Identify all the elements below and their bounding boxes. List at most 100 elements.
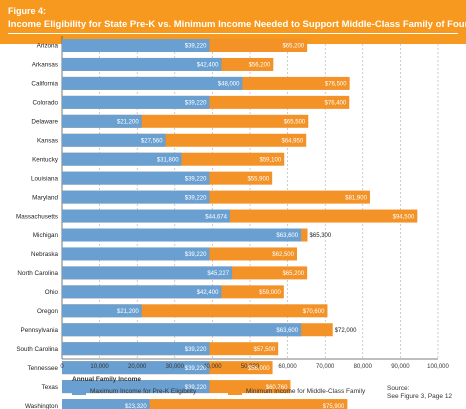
header-rule bbox=[8, 33, 458, 34]
category-label: Nebraska bbox=[31, 251, 58, 258]
bar-prek-eligibility bbox=[62, 399, 150, 409]
data-label-prek: $31,800 bbox=[157, 157, 179, 163]
data-label-prek: $39,220 bbox=[185, 366, 207, 372]
category-label: Washington bbox=[25, 403, 59, 409]
category-label: Kentucky bbox=[32, 156, 59, 163]
bar-prek-eligibility bbox=[62, 380, 210, 394]
data-label-minimum: $56,200 bbox=[249, 63, 271, 69]
data-label-prek: $39,220 bbox=[185, 385, 207, 391]
source-reference: See Figure 3, Page 12 bbox=[387, 393, 453, 400]
category-label: Texas bbox=[42, 384, 58, 391]
legend-label-minimum: Minimum Income for Middle-Class Family bbox=[246, 388, 366, 395]
bar-prek-eligibility bbox=[62, 304, 142, 318]
data-label-minimum: $65,200 bbox=[282, 44, 304, 50]
bar-prek-eligibility bbox=[62, 361, 210, 375]
x-tick-label: 60,000 bbox=[278, 364, 297, 370]
bar-prek-eligibility bbox=[62, 114, 142, 128]
category-label: South Carolina bbox=[16, 346, 58, 353]
category-label: Kansas bbox=[37, 137, 58, 144]
data-label-minimum: $94,500 bbox=[393, 214, 415, 220]
data-label-minimum: $70,600 bbox=[303, 309, 325, 315]
x-axis-label: Annual Family Income bbox=[72, 376, 141, 383]
data-label-prek: $39,220 bbox=[185, 44, 207, 50]
data-label-minimum: $56,000 bbox=[248, 366, 270, 372]
source-note: Source: See Figure 3, Page 12 bbox=[387, 385, 452, 401]
category-label: California bbox=[31, 81, 58, 88]
data-label-minimum: $60,760 bbox=[266, 385, 288, 391]
data-label-minimum: $75,900 bbox=[323, 404, 345, 409]
data-label-prek: $39,220 bbox=[185, 101, 207, 107]
bar-prek-eligibility bbox=[62, 285, 222, 299]
data-label-minimum: $64,950 bbox=[282, 138, 304, 144]
data-label-prek: $63,600 bbox=[276, 233, 298, 239]
x-tick-label: 50,000 bbox=[241, 364, 260, 370]
data-label-minimum: $55,900 bbox=[247, 176, 269, 182]
bar-prek-eligibility bbox=[62, 95, 210, 109]
data-label-minimum: $81,900 bbox=[345, 195, 367, 201]
data-label-prek: $39,220 bbox=[185, 252, 207, 258]
x-tick-label: 10,000 bbox=[90, 364, 109, 370]
bar-prek-eligibility bbox=[62, 133, 166, 147]
x-tick-label: 0 bbox=[60, 364, 64, 370]
category-label: Arizona bbox=[37, 43, 59, 50]
category-label: North Carolina bbox=[17, 270, 58, 277]
category-label: Maryland bbox=[32, 194, 58, 201]
data-label-prek: $45,227 bbox=[207, 271, 229, 277]
category-label: Michigan bbox=[33, 232, 59, 239]
source-label: Source: bbox=[387, 385, 410, 392]
bar-prek-eligibility bbox=[62, 266, 233, 280]
data-label-prek: $42,400 bbox=[197, 63, 219, 69]
data-label-prek: $39,220 bbox=[185, 195, 207, 201]
data-label-minimum: $59,000 bbox=[259, 290, 281, 296]
data-label-minimum: $72,000 bbox=[335, 328, 357, 334]
bar-prek-eligibility bbox=[62, 342, 210, 356]
x-tick-label: 90,000 bbox=[391, 364, 410, 370]
bar-prek-eligibility bbox=[62, 76, 243, 90]
bar-minimum-income bbox=[62, 399, 348, 409]
category-label: Ohio bbox=[45, 289, 59, 296]
data-label-minimum: $62,500 bbox=[272, 252, 294, 258]
data-label-minimum: $57,500 bbox=[253, 347, 275, 353]
data-label-prek: $44,674 bbox=[205, 214, 227, 220]
x-tick-label: 20,000 bbox=[128, 364, 147, 370]
data-label-prek: $21,200 bbox=[117, 309, 139, 315]
data-label-prek: $39,220 bbox=[185, 176, 207, 182]
bar-prek-eligibility bbox=[62, 190, 210, 204]
legend-swatch-prek bbox=[72, 386, 86, 395]
data-label-minimum: $76,500 bbox=[325, 82, 347, 88]
data-label-minimum: $65,200 bbox=[282, 271, 304, 277]
category-label: Delaware bbox=[31, 119, 58, 126]
bar-prek-eligibility bbox=[62, 209, 230, 223]
category-label: Tennessee bbox=[28, 365, 59, 372]
legend-swatch-minimum bbox=[228, 386, 242, 395]
bar-prek-eligibility bbox=[62, 247, 210, 261]
data-label-minimum: $59,100 bbox=[260, 157, 282, 163]
data-label-prek: $27,560 bbox=[141, 138, 163, 144]
data-label-prek: $23,320 bbox=[125, 404, 147, 409]
data-label-prek: $39,220 bbox=[185, 347, 207, 353]
bar-prek-eligibility bbox=[62, 171, 210, 185]
bar-prek-eligibility bbox=[62, 57, 222, 71]
figure-header: Figure 4: Income Eligibility for State P… bbox=[0, 0, 466, 44]
figure-title: Income Eligibility for State Pre-K vs. M… bbox=[8, 19, 466, 30]
data-label-prek: $48,000 bbox=[218, 82, 240, 88]
x-tick-label: 70,000 bbox=[316, 364, 335, 370]
bars-layer bbox=[62, 39, 418, 409]
bar-prek-eligibility bbox=[62, 323, 302, 337]
figure-label: Figure 4: bbox=[8, 6, 47, 16]
legend-label-prek: Maximum Income for Pre-K Eligibility bbox=[90, 388, 197, 395]
x-tick-label: 80,000 bbox=[354, 364, 373, 370]
data-label-prek: $42,400 bbox=[197, 290, 219, 296]
bar-prek-eligibility bbox=[62, 228, 302, 242]
data-label-prek: $21,200 bbox=[117, 120, 139, 126]
category-label: Arkansas bbox=[32, 62, 58, 69]
bar-prek-eligibility bbox=[62, 39, 210, 52]
category-label: Oregon bbox=[37, 308, 59, 315]
category-label: Pennsylvania bbox=[21, 327, 59, 334]
x-tick-label: 100,000 bbox=[427, 364, 449, 370]
category-label: Massachusetts bbox=[16, 213, 58, 220]
x-tick-label: 40,000 bbox=[203, 364, 222, 370]
data-label-minimum: $76,400 bbox=[325, 101, 347, 107]
data-label-minimum: $65,300 bbox=[310, 233, 332, 239]
